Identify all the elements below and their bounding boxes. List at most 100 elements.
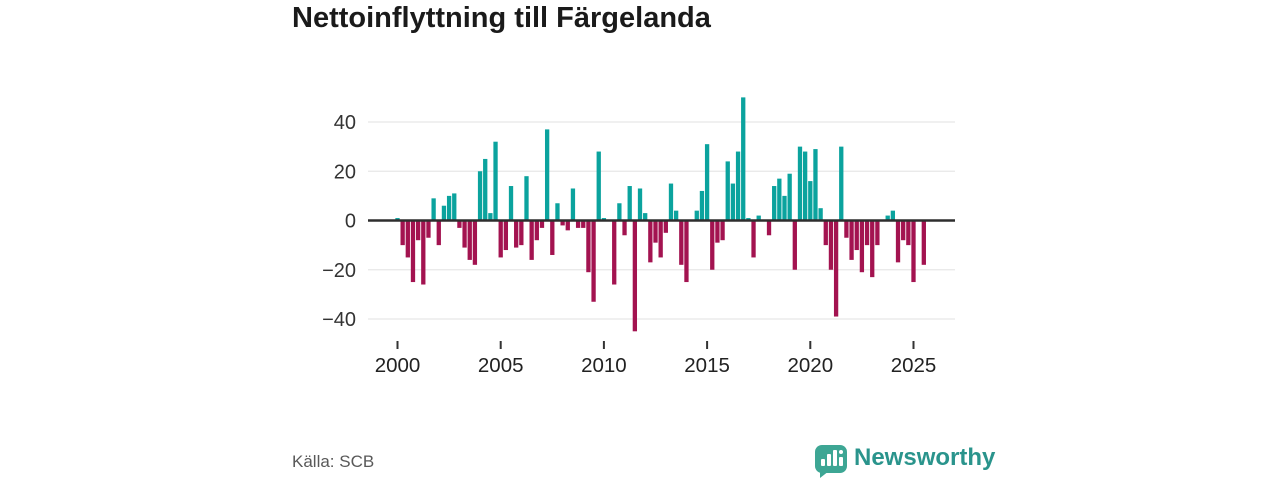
bar	[405, 220, 410, 258]
bar	[539, 220, 545, 228]
x-axis-tick-label: 2015	[684, 354, 730, 377]
x-axis-tick-label: 2005	[478, 354, 524, 377]
bar	[555, 203, 560, 221]
bar	[441, 205, 447, 221]
bar	[421, 220, 426, 285]
x-axis-tick-label: 2025	[891, 354, 937, 377]
bar	[668, 183, 674, 221]
bar	[467, 220, 472, 260]
bar	[911, 220, 916, 283]
bar	[503, 220, 509, 251]
bar	[612, 220, 617, 285]
x-axis-tick-label: 2010	[581, 354, 627, 377]
bar	[875, 220, 880, 246]
bar	[493, 141, 498, 221]
bar	[833, 220, 839, 317]
bar	[570, 188, 576, 221]
bar	[415, 220, 421, 241]
bar	[477, 171, 483, 221]
bar	[452, 193, 457, 221]
bar	[828, 220, 834, 270]
bar	[818, 208, 823, 221]
bar	[735, 151, 741, 221]
bar	[483, 158, 488, 221]
bar	[684, 220, 689, 283]
speech-bubble-tail-icon	[820, 471, 829, 478]
bar	[426, 220, 431, 238]
bar	[782, 195, 787, 221]
bar	[725, 161, 730, 221]
bar	[508, 186, 514, 221]
bar	[617, 203, 622, 221]
bar	[529, 220, 534, 260]
source-note: Källa: SCB	[292, 452, 375, 471]
bar	[756, 215, 761, 221]
bar	[462, 220, 467, 248]
bar	[410, 220, 416, 283]
bar	[864, 220, 870, 246]
newsworthy-logo: Newsworthy	[812, 443, 1012, 479]
bar	[575, 220, 581, 228]
bar	[627, 186, 632, 221]
bar	[544, 129, 550, 221]
bar	[694, 210, 699, 221]
bar	[643, 213, 648, 221]
bar	[524, 176, 529, 221]
bar	[488, 213, 493, 221]
bar	[534, 220, 539, 241]
bar	[472, 220, 478, 265]
bar	[565, 220, 570, 231]
bar	[802, 151, 808, 221]
newsworthy-logo-icon	[815, 445, 847, 473]
y-axis-tick-label: −40	[322, 309, 356, 331]
bar	[679, 220, 684, 265]
y-axis-tick-label: 0	[345, 211, 356, 233]
bar	[715, 220, 720, 243]
bar	[859, 220, 865, 273]
bar	[498, 220, 503, 258]
bar	[808, 181, 813, 221]
bar	[844, 220, 849, 238]
chart-title: Nettoinflyttning till Färgelanda	[292, 2, 711, 34]
bar	[591, 220, 596, 302]
x-axis-tick-label: 2000	[375, 354, 421, 377]
bar	[772, 186, 777, 221]
y-axis-tick-label: 40	[334, 112, 356, 134]
bar	[653, 220, 658, 243]
bar	[751, 220, 756, 258]
bar	[741, 97, 746, 221]
bar	[839, 146, 844, 221]
bar	[632, 220, 638, 332]
bar	[400, 220, 405, 246]
y-axis-tick-label: −20	[322, 260, 356, 282]
bar	[823, 220, 828, 246]
bar	[586, 220, 591, 273]
bar	[514, 220, 519, 248]
bar	[431, 198, 436, 221]
x-axis-tick-label: 2020	[787, 354, 833, 377]
bar	[436, 220, 441, 246]
bar	[921, 220, 926, 265]
bar	[890, 210, 896, 221]
bar	[797, 146, 803, 221]
bar	[766, 220, 772, 236]
bar	[885, 215, 890, 221]
bar	[870, 220, 875, 278]
bar	[813, 149, 818, 221]
bar	[720, 220, 725, 241]
bar	[637, 188, 643, 221]
bar	[704, 144, 710, 221]
bar	[596, 151, 601, 221]
bar	[581, 220, 586, 228]
bar	[519, 220, 524, 246]
bar	[560, 220, 565, 226]
bar	[699, 190, 705, 221]
bar	[777, 178, 782, 221]
bar	[895, 220, 901, 263]
bar	[658, 220, 663, 258]
bar	[446, 195, 452, 221]
bar	[792, 220, 797, 270]
bar	[673, 210, 679, 221]
